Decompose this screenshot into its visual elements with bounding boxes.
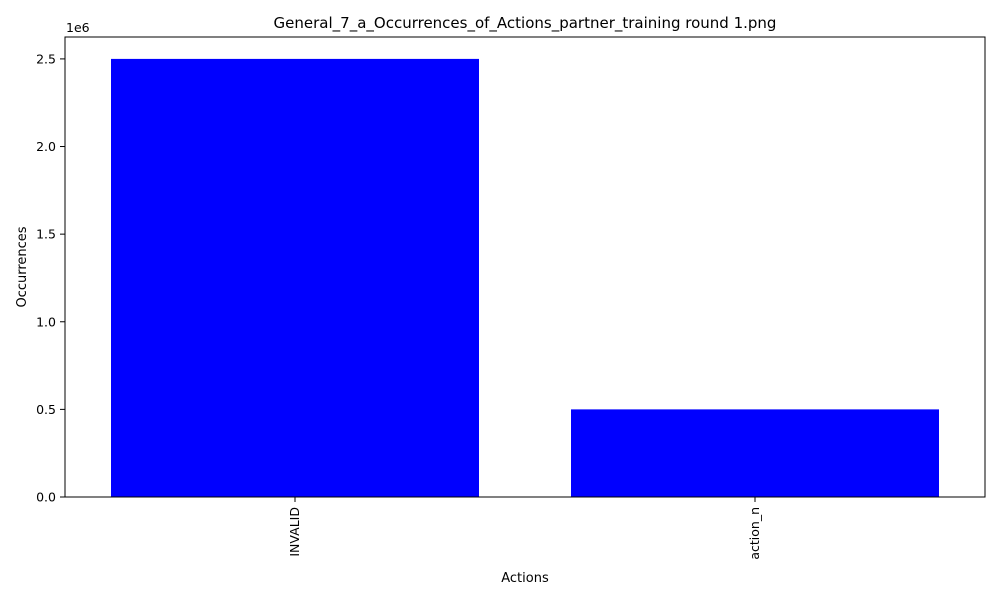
plot-frame xyxy=(64,36,986,498)
x-tick-label: action_n xyxy=(747,507,762,560)
y-tick-label: 1.5 xyxy=(36,227,56,242)
bar-INVALID xyxy=(111,58,479,498)
x-axis-label: Actions xyxy=(501,571,549,586)
y-axis-ticks: 0.0 0.5 1.0 1.5 2.0 2.5 xyxy=(36,51,65,505)
y-tick-label: 0.5 xyxy=(36,402,56,417)
bars-group xyxy=(111,58,939,498)
y-tick-label: 1.0 xyxy=(36,314,56,329)
bar-action_n xyxy=(571,409,939,497)
y-offset-label: 1e6 xyxy=(66,20,90,35)
x-axis-ticks: INVALID action_n xyxy=(287,497,762,560)
chart-title: General_7_a_Occurrences_of_Actions_partn… xyxy=(274,14,777,33)
y-axis-label: Occurrences xyxy=(15,226,30,307)
y-tick-label: 2.0 xyxy=(36,139,56,154)
x-tick-label: INVALID xyxy=(287,507,302,557)
y-tick-label: 2.5 xyxy=(36,51,56,66)
y-tick-label: 0.0 xyxy=(36,490,56,505)
